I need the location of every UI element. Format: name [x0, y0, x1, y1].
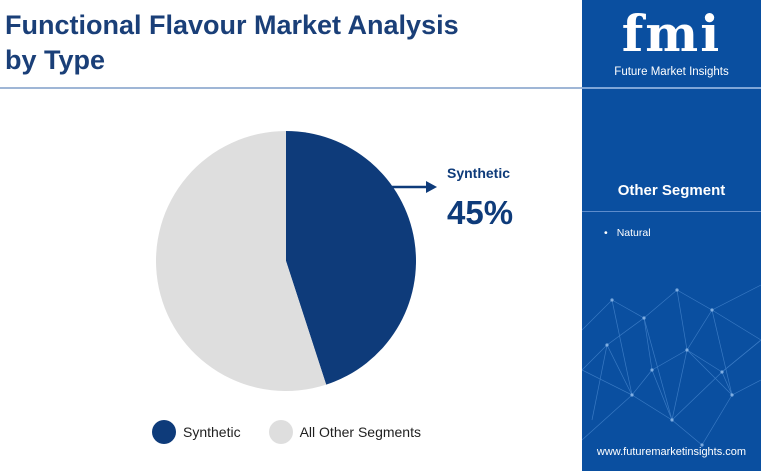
network-pattern-decoration	[582, 284, 761, 447]
chart-panel: Functional Flavour Market Analysis by Ty…	[0, 10, 582, 444]
pie-chart: Synthetic 45%	[155, 131, 513, 391]
title-divider	[0, 87, 582, 89]
legend-swatch-other-segments	[268, 420, 293, 444]
callout-label: Synthetic	[447, 165, 510, 181]
sidebar: fmi Future Market Insights Other Segment…	[582, 0, 761, 471]
callout-value: 45%	[447, 194, 513, 231]
legend-item-other-segments: All Other Segments	[268, 420, 421, 444]
logo-subtitle: Future Market Insights	[614, 66, 729, 78]
legend-label: Synthetic	[183, 424, 241, 440]
callout-arrow	[392, 181, 437, 193]
logo-divider	[582, 87, 761, 89]
chart-title: Functional Flavour Market Analysis by Ty…	[5, 10, 459, 75]
legend: Synthetic All Other Segments	[152, 420, 449, 444]
website-url: www.futuremarketinsights.com	[596, 446, 747, 458]
segment-list: Natural	[604, 226, 651, 240]
pie-slice-synthetic	[286, 131, 416, 385]
segment-item: Natural	[604, 226, 651, 240]
pie-slice-all-other-segments	[155, 131, 327, 391]
fmi-logo: fmi	[621, 4, 722, 63]
pie-slices	[155, 131, 416, 391]
legend-swatch-synthetic	[152, 420, 176, 444]
legend-item-synthetic: Synthetic	[152, 420, 241, 444]
segment-divider	[582, 211, 761, 212]
other-segment-title: Other Segment	[617, 182, 726, 199]
legend-label: All Other Segments	[299, 424, 421, 440]
